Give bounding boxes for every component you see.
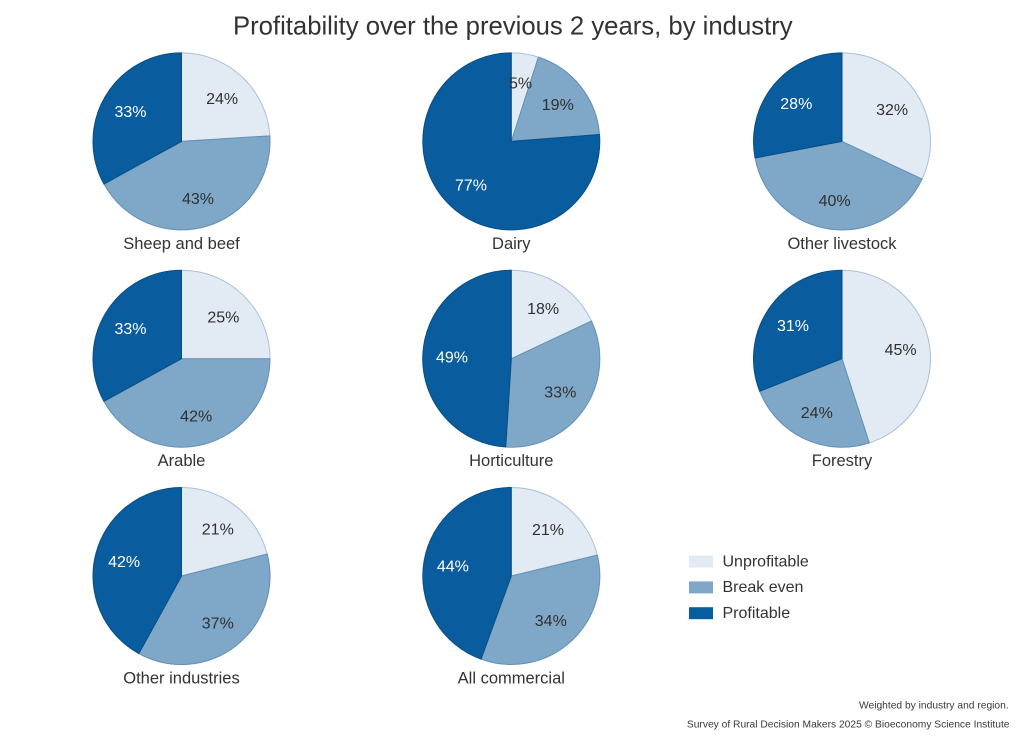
svg-text:Other livestock: Other livestock [787, 235, 897, 253]
svg-text:Dairy: Dairy [492, 235, 531, 253]
svg-text:33%: 33% [114, 321, 146, 338]
svg-text:33%: 33% [114, 104, 146, 121]
svg-text:33%: 33% [544, 385, 576, 402]
svg-text:40%: 40% [819, 193, 851, 210]
svg-text:Horticulture: Horticulture [469, 452, 553, 470]
svg-text:5%: 5% [509, 75, 532, 92]
svg-text:Survey of Rural Decision Maker: Survey of Rural Decision Makers 2025 © B… [687, 720, 1010, 731]
svg-text:Weighted by industry and regio: Weighted by industry and region. [859, 701, 1009, 712]
svg-text:24%: 24% [801, 405, 833, 422]
svg-text:24%: 24% [206, 91, 238, 108]
svg-text:Profitable: Profitable [723, 605, 791, 622]
svg-text:42%: 42% [108, 554, 140, 571]
svg-text:Arable: Arable [158, 452, 206, 470]
svg-text:28%: 28% [780, 96, 812, 113]
svg-text:49%: 49% [436, 349, 468, 366]
svg-text:45%: 45% [885, 342, 917, 359]
svg-text:18%: 18% [527, 301, 559, 318]
svg-text:37%: 37% [202, 616, 234, 633]
svg-text:Profitability over the previou: Profitability over the previous 2 years,… [233, 13, 793, 41]
svg-text:All commercial: All commercial [458, 670, 565, 688]
svg-text:Forestry: Forestry [812, 452, 873, 470]
svg-text:25%: 25% [207, 309, 239, 326]
svg-text:44%: 44% [437, 558, 469, 575]
svg-text:19%: 19% [542, 97, 574, 114]
svg-text:21%: 21% [532, 522, 564, 539]
svg-text:31%: 31% [777, 318, 809, 335]
svg-text:Sheep and beef: Sheep and beef [123, 235, 240, 253]
svg-text:Break even: Break even [723, 579, 804, 596]
svg-text:Unprofitable: Unprofitable [723, 553, 809, 570]
svg-text:21%: 21% [202, 522, 234, 539]
svg-text:42%: 42% [180, 409, 212, 426]
svg-text:34%: 34% [535, 613, 567, 630]
svg-text:32%: 32% [876, 102, 908, 119]
svg-text:Other industries: Other industries [123, 670, 239, 688]
svg-text:43%: 43% [182, 191, 214, 208]
svg-text:77%: 77% [455, 178, 487, 195]
